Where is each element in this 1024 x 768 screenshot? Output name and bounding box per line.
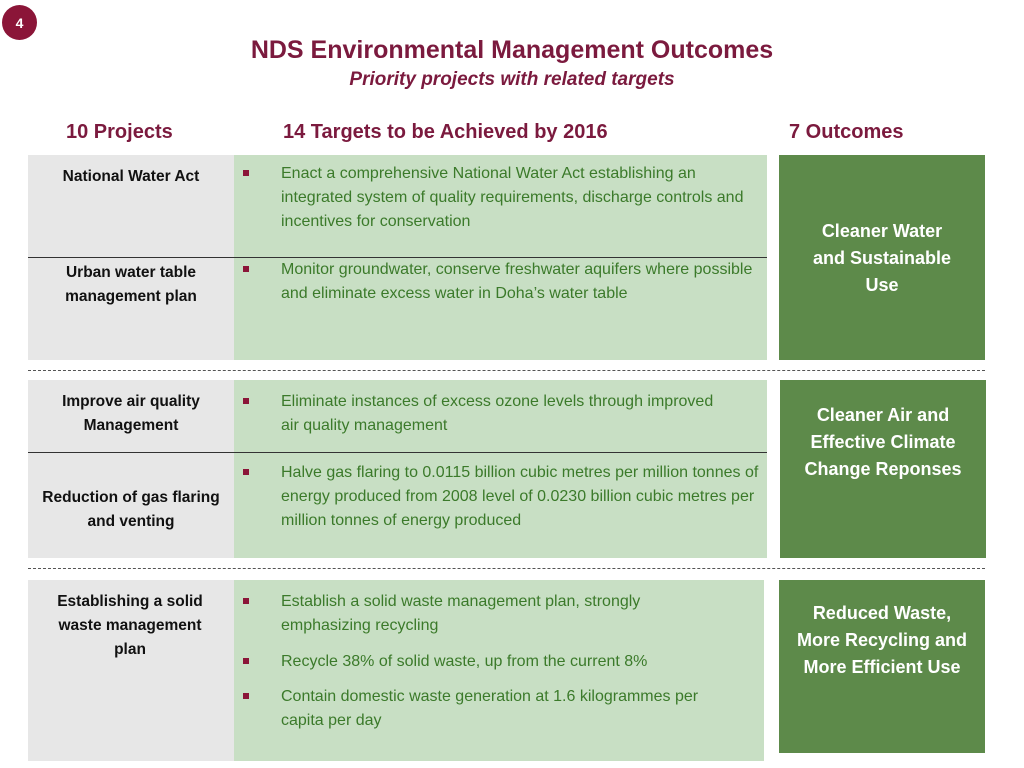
group-waste-projects-panel xyxy=(28,580,234,761)
project-gas-flaring: Reduction of gas flaring and venting xyxy=(42,489,220,530)
outcome-reduced-waste: Reduced Waste, More Recycling and More E… xyxy=(796,603,968,677)
project-air-quality: Improve air quality Management xyxy=(62,393,200,434)
bullet-icon xyxy=(243,598,249,604)
target-water-act: Enact a comprehensive National Water Act… xyxy=(281,165,744,230)
bullet-icon xyxy=(243,266,249,272)
projects-column-header: 10 Projects xyxy=(66,121,173,143)
group-waste-outcome-panel xyxy=(779,580,985,753)
bullet-icon xyxy=(243,170,249,176)
group-air-projects-panel xyxy=(28,380,234,558)
target-groundwater: Monitor groundwater, conserve freshwater… xyxy=(281,261,753,302)
bullet-icon xyxy=(243,658,249,664)
group-waste-targets-panel xyxy=(234,580,764,761)
slide-number-badge: 4 xyxy=(2,5,37,40)
target-ozone: Eliminate instances of excess ozone leve… xyxy=(281,393,714,434)
target-recycle: Recycle 38% of solid waste, up from the … xyxy=(281,653,648,670)
outcomes-column-header: 7 Outcomes xyxy=(789,121,904,143)
target-gas-flaring: Halve gas flaring to 0.0115 billion cubi… xyxy=(281,464,759,529)
target-domestic-waste: Contain domestic waste generation at 1.6… xyxy=(281,688,699,729)
group-separator xyxy=(28,370,985,371)
page-title: NDS Environmental Management Outcomes xyxy=(250,36,774,64)
slide-number: 4 xyxy=(15,14,24,31)
project-solid-waste: Establishing a solid waste management pl… xyxy=(57,593,203,658)
row-divider xyxy=(28,257,767,258)
page-subtitle: Priority projects with related targets xyxy=(349,69,675,90)
row-divider xyxy=(28,452,767,453)
outcome-cleaner-air: Cleaner Air and Effective Climate Change… xyxy=(804,405,962,479)
project-national-water-act: National Water Act xyxy=(62,168,200,185)
outcome-cleaner-water: Cleaner Water and Sustainable Use xyxy=(812,221,952,295)
project-urban-water-table: Urban water table management plan xyxy=(65,264,197,305)
group-air-targets-panel xyxy=(234,380,767,558)
group-water-outcome-panel xyxy=(779,155,985,360)
bullet-icon xyxy=(243,398,249,404)
target-waste-plan: Establish a solid waste management plan,… xyxy=(281,593,641,634)
group-air-outcome-panel xyxy=(780,380,986,558)
bullet-icon xyxy=(243,469,249,475)
bullet-icon xyxy=(243,693,249,699)
group-separator xyxy=(28,568,985,569)
targets-column-header: 14 Targets to be Achieved by 2016 xyxy=(283,121,608,143)
